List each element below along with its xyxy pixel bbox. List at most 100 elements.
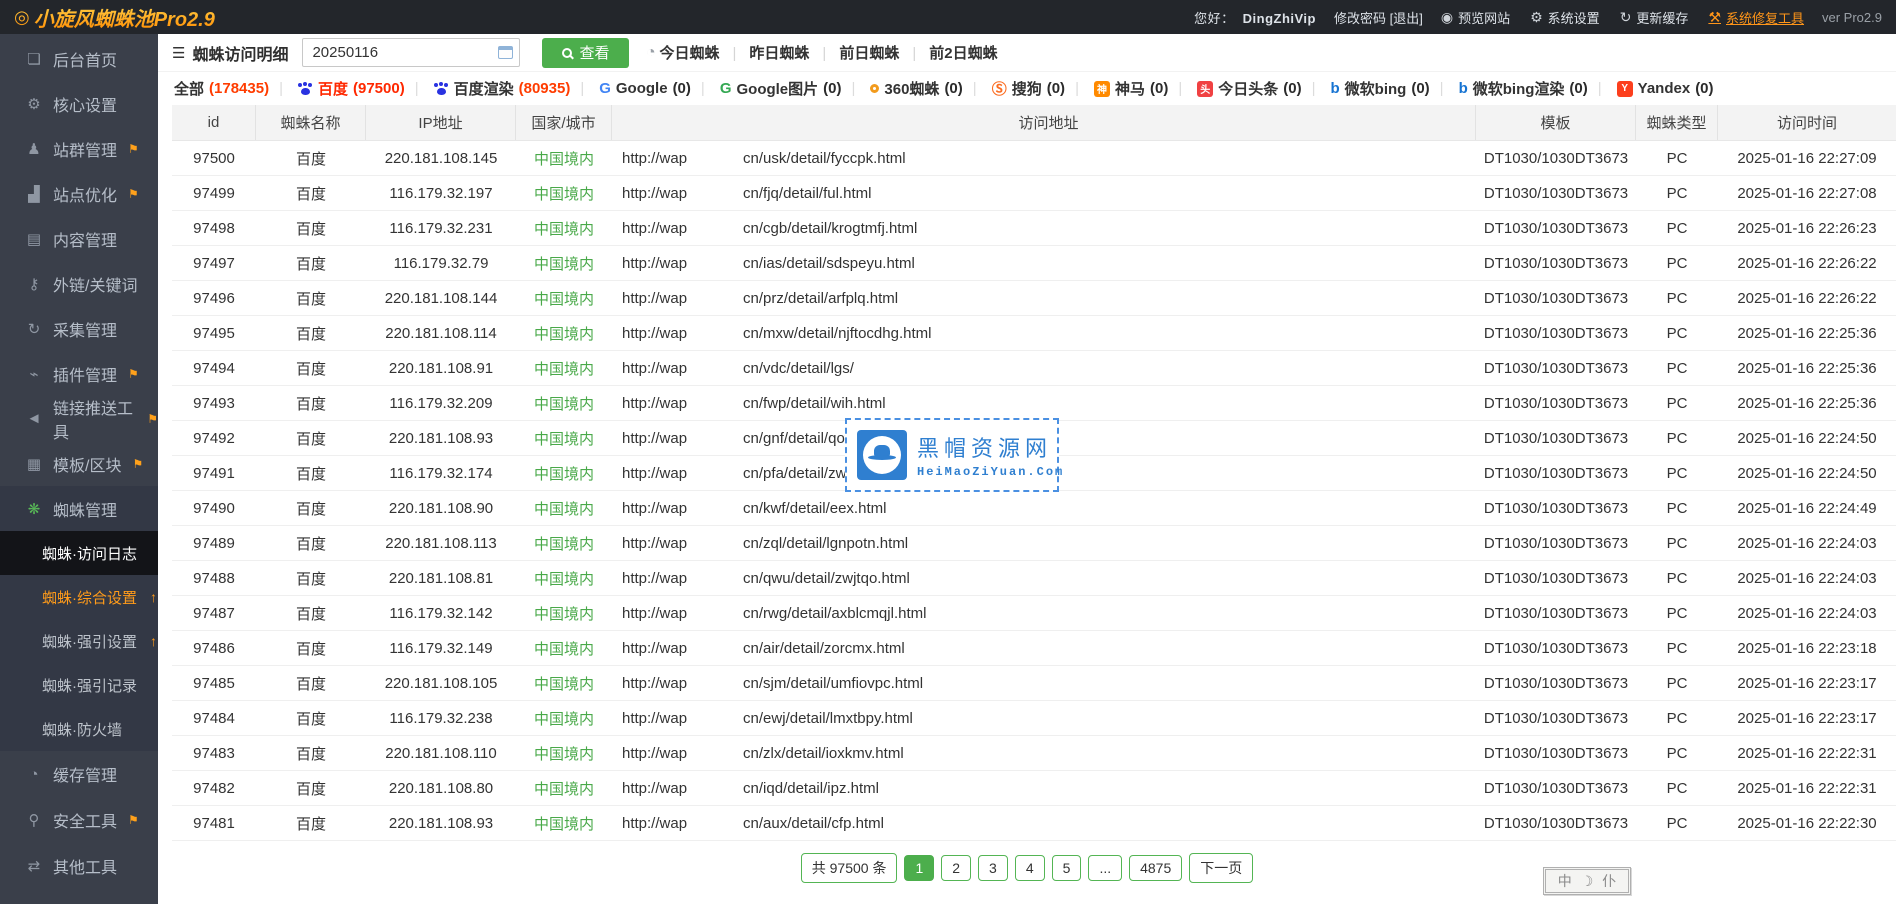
sidebar-item[interactable]: ◄ 链接推送工具 ⚑ bbox=[0, 396, 158, 442]
cell-region: 中国境内 bbox=[533, 780, 594, 798]
cell-region: 中国境内 bbox=[533, 150, 594, 168]
spider-filter[interactable]: b 微软bing渲染 (0) bbox=[1430, 78, 1588, 99]
sidebar-subitem-label: 蜘蛛·强引记录 bbox=[42, 677, 137, 695]
pagination-item[interactable]: 4 bbox=[1014, 855, 1045, 881]
cell-template: DT1030/1030DT3673 bbox=[1483, 499, 1629, 517]
sidebar-item[interactable]: ⚷ 外链/关键词 bbox=[0, 261, 158, 306]
table-row: 97498 百度 116.179.32.231 中国境内 http://wap c… bbox=[172, 211, 1896, 246]
spider-filter[interactable]: G Google图片 (0) bbox=[691, 78, 842, 99]
chart-icon: ▟ bbox=[28, 185, 40, 203]
username: DingZhiVip bbox=[1242, 10, 1316, 26]
version-label: ver Pro2.9 bbox=[1822, 9, 1882, 25]
sidebar-subitem[interactable]: 蜘蛛·访问日志 bbox=[0, 531, 158, 575]
cell-spider-type: PC bbox=[1666, 779, 1688, 797]
pagination-item[interactable]: 4875 bbox=[1129, 855, 1183, 881]
cell-id: 97486 bbox=[193, 639, 235, 657]
baidu-paw-icon bbox=[433, 82, 449, 96]
cell-region: 中国境内 bbox=[533, 185, 594, 203]
topbar-link[interactable]: ↻ 更新缓存 bbox=[1620, 8, 1689, 27]
pagination-item[interactable]: 1 bbox=[904, 855, 935, 881]
spider-filter[interactable]: 全部 (178435) bbox=[174, 80, 270, 98]
cell-template: DT1030/1030DT3673 bbox=[1483, 429, 1629, 447]
sidebar-item[interactable]: ◔ 缓存管理 bbox=[0, 751, 158, 797]
sidebar-item[interactable]: ⌁ 插件管理 ⚑ bbox=[0, 351, 158, 396]
cell-template: DT1030/1030DT3673 bbox=[1483, 394, 1629, 412]
spider-filter[interactable]: 百度渲染 (80935) bbox=[405, 78, 570, 99]
cell-id: 97491 bbox=[193, 464, 235, 482]
ime-key[interactable]: ☽ bbox=[1580, 872, 1594, 889]
pagination-item[interactable]: 2 bbox=[941, 855, 972, 881]
spider-filter[interactable]: 神 神马 (0) bbox=[1065, 78, 1168, 99]
table-row: 97485 百度 220.181.108.105 中国境内 http://wap… bbox=[172, 666, 1896, 701]
sidebar-subitem[interactable]: 蜘蛛·综合设置 ↑ bbox=[0, 575, 158, 619]
sidebar-item[interactable]: ⚲ 安全工具 ⚑ bbox=[0, 797, 158, 843]
quick-link[interactable]: 前日蜘蛛 bbox=[809, 42, 899, 63]
quick-link[interactable]: 昨日蜘蛛 bbox=[720, 42, 809, 63]
sidebar-item[interactable]: ♟ 站群管理 ⚑ bbox=[0, 126, 158, 171]
ime-key[interactable]: 中 bbox=[1557, 873, 1572, 889]
send-icon: ◄ bbox=[26, 410, 42, 427]
sidebar-item-spider-manage[interactable]: ❋ 蜘蛛管理 bbox=[0, 486, 158, 531]
sidebar-subitem[interactable]: 蜘蛛·强引记录 bbox=[0, 663, 158, 707]
spider-filter[interactable]: 360蜘蛛 (0) bbox=[842, 78, 963, 99]
topbar-link[interactable]: ⚙ 系统设置 bbox=[1530, 8, 1600, 27]
cell-spider-type: PC bbox=[1666, 394, 1688, 412]
sidebar-item[interactable]: ⇄ 其他工具 bbox=[0, 843, 158, 889]
spider-filter[interactable]: b 微软bing (0) bbox=[1302, 78, 1430, 99]
calendar-icon[interactable] bbox=[498, 46, 514, 59]
sidebar-item-label: 链接推送工具 bbox=[53, 400, 134, 442]
cell-spider-name: 百度 bbox=[295, 290, 326, 308]
sidebar-subitem[interactable]: 蜘蛛·强引设置 ↑ bbox=[0, 619, 158, 663]
pagination-item[interactable]: ... bbox=[1088, 855, 1123, 881]
cell-spider-type: PC bbox=[1666, 184, 1688, 202]
spider-filter[interactable]: 百度 (97500) bbox=[269, 78, 405, 99]
pagination-item[interactable]: 共 97500 条 bbox=[800, 853, 898, 883]
cell-ip: 116.179.32.209 bbox=[389, 394, 493, 412]
cell-spider-name: 百度 bbox=[295, 570, 326, 588]
pagination-item[interactable]: 下一页 bbox=[1189, 853, 1254, 883]
cell-spider-name: 百度 bbox=[295, 185, 326, 203]
cell-ip: 220.181.108.93 bbox=[388, 429, 494, 447]
change-password-link[interactable]: 修改密码 bbox=[1334, 10, 1387, 26]
ime-toolbar[interactable]: 中 ☽ 仆 bbox=[1543, 867, 1631, 895]
sidebar-item[interactable]: ▤ 内容管理 bbox=[0, 216, 158, 261]
sidebar-item[interactable]: ⚙ 核心设置 bbox=[0, 81, 158, 126]
cell-visit-time: 2025-01-16 22:26:22 bbox=[1737, 254, 1877, 272]
sidebar-item[interactable]: ▦ 模板/区块 ⚑ bbox=[0, 441, 158, 486]
spider-filter[interactable]: Y Yandex (0) bbox=[1588, 80, 1714, 97]
cell-visit-time: 2025-01-16 22:24:50 bbox=[1737, 429, 1877, 447]
pagination-item[interactable]: 3 bbox=[978, 855, 1008, 881]
sidebar-item-label: 插件管理 bbox=[53, 367, 118, 385]
cell-spider-type: PC bbox=[1666, 254, 1688, 272]
table-row: 97482 百度 220.181.108.80 中国境内 http://wap c… bbox=[172, 771, 1896, 806]
sidebar-item-label: 站群管理 bbox=[53, 142, 118, 160]
spider-filter[interactable]: Ⓢ 搜狗 (0) bbox=[963, 78, 1065, 99]
sidebar-item[interactable]: ↻ 采集管理 bbox=[0, 306, 158, 351]
quick-link[interactable]: 前2日蜘蛛 bbox=[899, 42, 997, 63]
view-button[interactable]: 查看 bbox=[542, 37, 630, 68]
360-spider-icon bbox=[870, 84, 880, 93]
sidebar-subitem[interactable]: 蜘蛛·防火墙 bbox=[0, 707, 158, 751]
topbar-link[interactable]: ⚒ 系统修复工具 bbox=[1708, 8, 1804, 27]
ime-key[interactable]: 仆 bbox=[1602, 873, 1617, 889]
document-icon: ▤ bbox=[26, 230, 42, 248]
bug-icon: ❋ bbox=[27, 500, 41, 518]
col-header-time: 访问时间 bbox=[1776, 115, 1837, 132]
quick-link[interactable]: 今日蜘蛛 bbox=[659, 45, 720, 62]
sidebar-item-label: 后台首页 bbox=[53, 52, 118, 70]
sidebar-item[interactable]: ❏ 后台首页 bbox=[0, 36, 158, 81]
logout-link[interactable]: [退出] bbox=[1389, 10, 1423, 26]
sidebar-item[interactable]: ▟ 站点优化 ⚑ bbox=[0, 171, 158, 216]
pin-icon: ⚑ bbox=[128, 813, 139, 827]
cell-region: 中国境内 bbox=[533, 255, 594, 273]
pagination-item[interactable]: 5 bbox=[1051, 855, 1082, 881]
topbar-link[interactable]: ◉ 预览网站 bbox=[1441, 8, 1510, 27]
blocks-icon: ▦ bbox=[26, 455, 42, 473]
spider-filter[interactable]: 头 今日头条 (0) bbox=[1168, 78, 1302, 99]
spider-filter[interactable]: G Google (0) bbox=[570, 80, 691, 97]
sidebar-subitem-label: 蜘蛛·访问日志 bbox=[42, 545, 137, 563]
cell-visit-time: 2025-01-16 22:27:09 bbox=[1737, 149, 1877, 167]
sidebar-item-label: 缓存管理 bbox=[53, 768, 118, 785]
date-input[interactable] bbox=[302, 38, 521, 67]
table-row: 97497 百度 116.179.32.79 中国境内 http://wap cn… bbox=[172, 246, 1896, 281]
